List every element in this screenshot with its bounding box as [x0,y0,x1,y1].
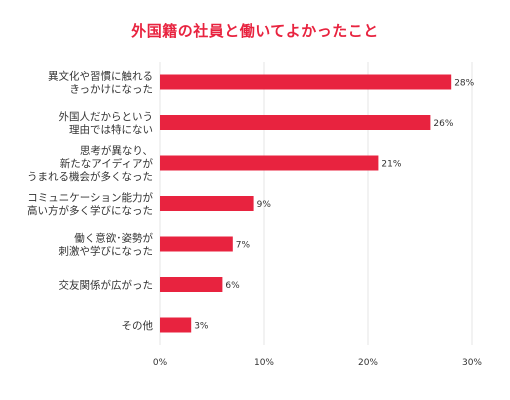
x-axis: 0% 10% 20% 30% [153,358,483,368]
category-label: 外国人だからという理由では特にない [59,111,154,136]
chart-title: 外国籍の社員と働いてよかったこと [131,22,379,40]
data-label: 6% [225,281,240,291]
data-label: 7% [236,241,251,251]
category-label: その他 [122,319,154,332]
category-label: 交友関係が広がった [59,279,154,292]
category-label: 思考が異なり、新たなアイディアがうまれる機会が多くなった [27,144,153,183]
data-label: 3% [194,322,209,332]
bar [160,155,379,171]
category-label-line: 高い方が多く学びになった [27,204,153,217]
data-label: 9% [257,200,272,210]
data-label: 28% [454,79,474,89]
bar [160,277,223,292]
bar [160,236,233,252]
category-label-line: 理由では特にない [69,123,153,136]
category-label-line: その他 [122,319,154,332]
x-tick-label: 20% [358,358,378,368]
bar [160,115,431,130]
category-label-line: きっかけになった [69,84,153,96]
category-label-line: 思考が異なり、 [80,144,153,157]
category-label-line: 働く意欲･姿勢が [74,232,153,245]
category-label-line: 外国人だからという [59,111,154,123]
x-tick-label: 30% [462,358,482,368]
data-label: 21% [381,160,401,170]
category-label-line: 刺激や学びになった [59,245,154,258]
category-label-line: 異文化や習慣に触れる [48,70,153,83]
x-tick-label: 10% [254,358,274,368]
bar [160,317,192,333]
category-label: 働く意欲･姿勢が刺激や学びになった [59,232,154,258]
category-label-line: うまれる機会が多くなった [27,170,153,183]
data-label: 26% [433,119,453,129]
category-label-line: 交友関係が広がった [59,279,154,292]
x-tick-label: 0% [153,358,168,368]
category-label: 異文化や習慣に触れるきっかけになった [48,70,153,96]
bar [160,196,254,211]
labels-layer: 28% 異文化や習慣に触れるきっかけになった 26% 外国人だからという理由では特にな… [27,70,475,333]
category-label-line: コミュニケーション能力が [27,191,153,204]
bars-layer [160,74,452,333]
category-label-line: 新たなアイディアが [60,157,154,170]
bar [160,74,452,90]
category-label: コミュニケーション能力が高い方が多く学びになった [27,191,153,217]
